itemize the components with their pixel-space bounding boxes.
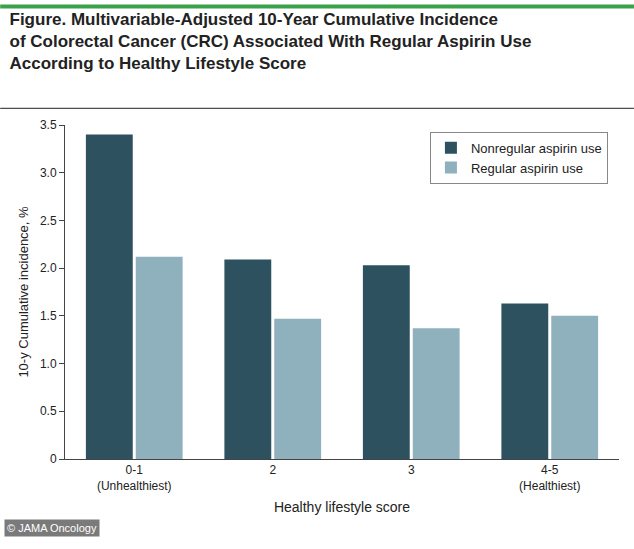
svg-text:0: 0: [50, 452, 57, 466]
svg-text:10-y Cumulative incidence, %: 10-y Cumulative incidence, %: [16, 206, 31, 378]
svg-text:Healthy lifestyle score: Healthy lifestyle score: [274, 499, 410, 515]
svg-text:2: 2: [269, 463, 276, 477]
svg-text:1.5: 1.5: [40, 309, 57, 323]
svg-text:Regular aspirin use: Regular aspirin use: [471, 161, 583, 176]
svg-text:Figure. Multivariable-Adjusted: Figure. Multivariable-Adjusted 10-Year C…: [10, 10, 532, 73]
svg-text:2.5: 2.5: [40, 214, 57, 228]
svg-text:4-5(Healthiest): 4-5(Healthiest): [519, 463, 580, 493]
svg-text:Nonregular aspirin use: Nonregular aspirin use: [471, 141, 602, 156]
svg-text:2.0: 2.0: [40, 261, 57, 275]
svg-text:3.0: 3.0: [40, 166, 57, 180]
svg-text:1.0: 1.0: [40, 357, 57, 371]
svg-text:© JAMA Oncology: © JAMA Oncology: [7, 522, 97, 534]
svg-text:0.5: 0.5: [40, 404, 57, 418]
svg-text:0-1(Unhealthiest): 0-1(Unhealthiest): [97, 463, 172, 493]
svg-text:3.5: 3.5: [40, 118, 57, 132]
svg-text:3: 3: [408, 463, 415, 477]
